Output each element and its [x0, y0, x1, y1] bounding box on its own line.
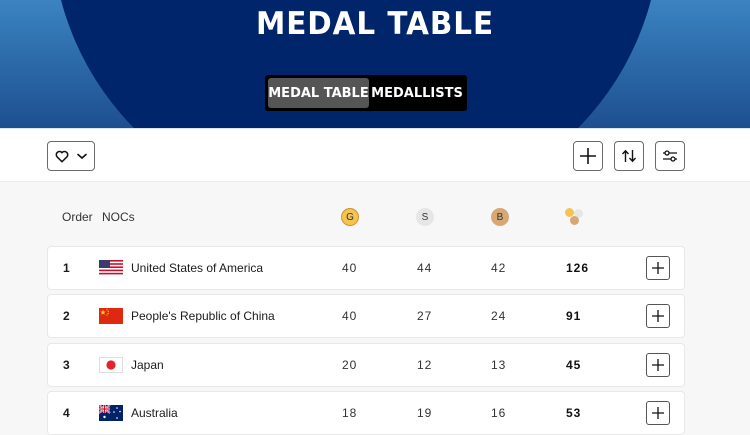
total-medals-icon[interactable] — [565, 207, 585, 227]
expand-row-button[interactable] — [646, 353, 670, 377]
tab-medal-table[interactable]: MEDAL TABLE — [268, 78, 369, 108]
noc-name[interactable]: People's Republic of China — [131, 309, 275, 323]
toolbar — [0, 128, 750, 182]
gold-medal-icon[interactable]: G — [341, 208, 359, 226]
rank: 1 — [63, 261, 70, 275]
plus-icon — [580, 148, 596, 164]
china-flag — [99, 295, 123, 337]
gold-count: 20 — [342, 358, 358, 372]
plus-icon — [652, 359, 664, 371]
tab-medallists[interactable]: MEDALLISTS — [371, 85, 463, 101]
bronze-count: 42 — [491, 261, 507, 275]
plus-icon — [652, 310, 664, 322]
expand-row-button[interactable] — [646, 256, 670, 280]
table-row[interactable]: 3 Japan 20 12 13 45 — [47, 343, 685, 387]
noc-name[interactable]: United States of America — [131, 261, 264, 275]
gold-count: 18 — [342, 406, 358, 420]
page-header: MEDAL TABLE MEDAL TABLE MEDALLISTS — [0, 0, 750, 128]
bronze-count: 16 — [491, 406, 507, 420]
total-count: 126 — [566, 261, 590, 275]
column-header-nocs[interactable]: NOCs — [102, 210, 135, 224]
column-header-order[interactable]: Order — [62, 210, 93, 224]
noc-name[interactable]: Australia — [131, 406, 178, 420]
silver-count: 27 — [417, 309, 433, 323]
page-title: MEDAL TABLE — [255, 6, 495, 42]
table-row[interactable]: 4 Australia 18 19 16 53 — [47, 391, 685, 435]
table-row[interactable]: 1 United States of America 40 44 42 126 — [47, 246, 685, 290]
chevron-down-icon — [77, 153, 87, 159]
favourites-dropdown[interactable] — [47, 141, 95, 171]
expand-all-button[interactable] — [573, 141, 603, 171]
table-row[interactable]: 2 People's Republic of China 40 27 24 91 — [47, 294, 685, 338]
sort-button[interactable] — [614, 141, 644, 171]
gold-count: 40 — [342, 309, 358, 323]
silver-medal-icon[interactable]: S — [416, 208, 434, 226]
rank: 2 — [63, 309, 70, 323]
rank: 4 — [63, 406, 70, 420]
table-header: Order NOCs G S B — [0, 200, 750, 234]
bronze-count: 24 — [491, 309, 507, 323]
bronze-medal-icon[interactable]: B — [491, 208, 509, 226]
heart-icon — [55, 150, 69, 163]
filter-button[interactable] — [655, 141, 685, 171]
plus-icon — [652, 407, 664, 419]
total-count: 91 — [566, 309, 582, 323]
bronze-count: 13 — [491, 358, 507, 372]
silver-count: 44 — [417, 261, 433, 275]
sort-arrows-icon — [621, 149, 637, 163]
gold-count: 40 — [342, 261, 358, 275]
japan-flag — [99, 344, 123, 386]
view-tabs: MEDAL TABLE MEDALLISTS — [265, 75, 467, 111]
noc-name[interactable]: Japan — [131, 358, 164, 372]
expand-row-button[interactable] — [646, 401, 670, 425]
expand-row-button[interactable] — [646, 304, 670, 328]
plus-icon — [652, 262, 664, 274]
usa-flag — [99, 247, 123, 289]
total-count: 53 — [566, 406, 582, 420]
australia-flag — [99, 392, 123, 434]
sliders-icon — [663, 150, 677, 162]
silver-count: 19 — [417, 406, 433, 420]
silver-count: 12 — [417, 358, 433, 372]
total-count: 45 — [566, 358, 582, 372]
rank: 3 — [63, 358, 70, 372]
